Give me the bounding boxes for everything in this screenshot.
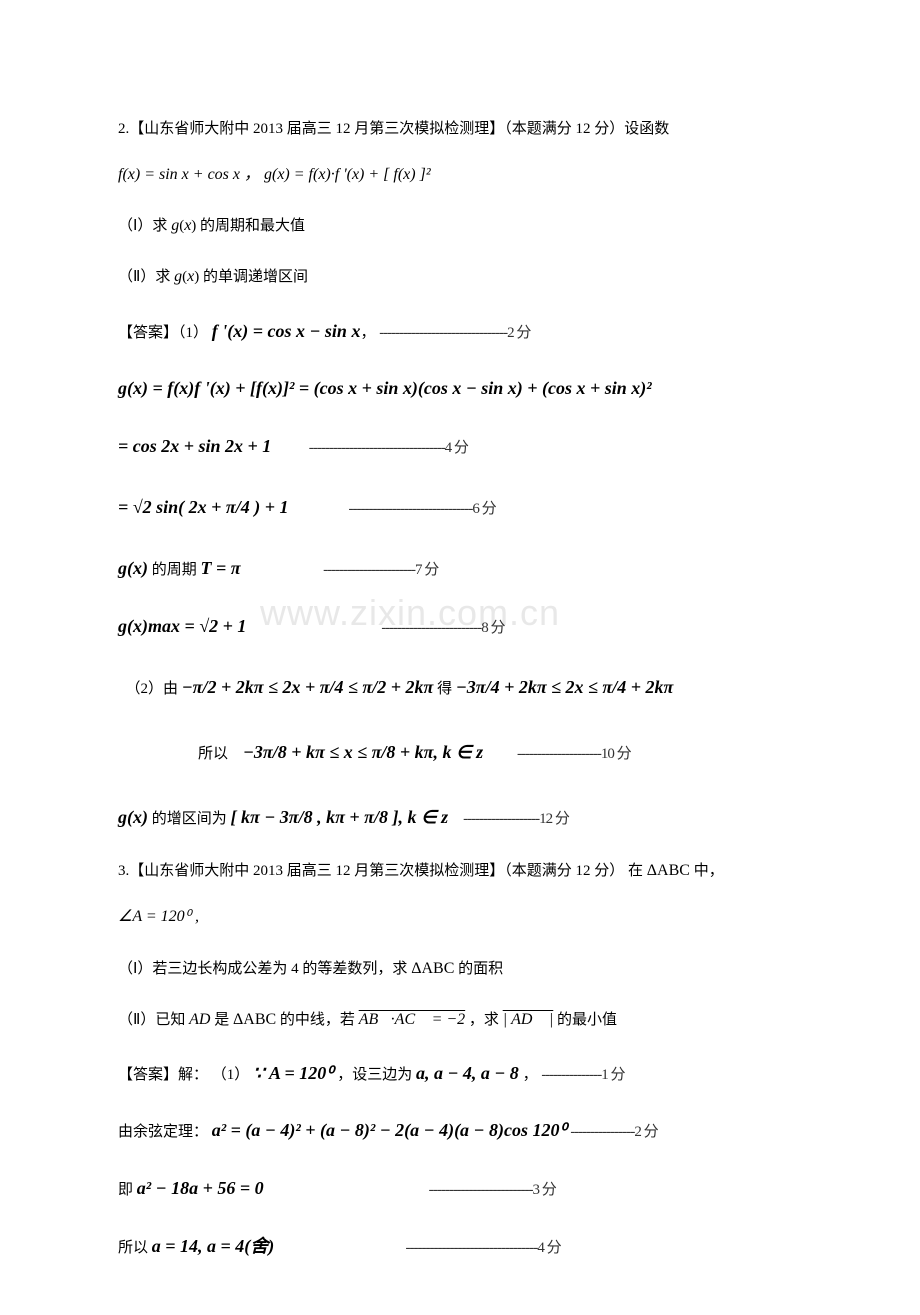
p3-q1-a: （Ⅰ）若三边长构成公差为 4 的等差数列，求 <box>118 961 411 977</box>
q2-text: （Ⅱ）求 g(x) 的单调递增区间 <box>118 269 308 285</box>
p3-sides: a, a − 4, a − 8 <box>416 1063 519 1083</box>
p3-cos-label: 由余弦定理： <box>118 1124 208 1140</box>
p3-cos-eq: a² = (a − 4)² + (a − 8)² − 2(a − 4)(a − … <box>212 1120 567 1140</box>
p2-a2-line: （2）由 −π/2 + 2kπ ≤ 2x + π/4 ≤ π/2 + 2kπ 得… <box>118 655 810 720</box>
p3-q2-b: 是 <box>210 1012 233 1028</box>
p3-q1-b: 的面积 <box>454 961 503 977</box>
p3-ans-label: 【答案】解： <box>118 1067 208 1083</box>
p2-gx-expand: g(x) = f(x)f '(x) + [f(x)]² = (cos x + s… <box>118 360 810 418</box>
p3-q2-c: 的中线，若 <box>276 1012 359 1028</box>
gx-expand-math: g(x) = f(x)f '(x) + [f(x)]² = (cos x + s… <box>118 378 652 398</box>
a1-prefix: （1） <box>178 325 208 341</box>
fprime-eq: f '(x) = cos x − sin x <box>212 321 361 341</box>
p3-d3: --------------------------3 分 <box>429 1182 556 1198</box>
p3-suoyi: 所以 <box>118 1240 152 1256</box>
p3-roots: a = 14, a = 4(舍) <box>152 1236 275 1256</box>
p3-q2-e: 的最小值 <box>553 1012 617 1028</box>
p3-because: ∵ A = 120⁰ <box>253 1063 333 1083</box>
period-eq: T = π <box>201 558 241 578</box>
ans-label: 【答案】 <box>118 325 178 341</box>
inc-interval: [ kπ − 3π/8 , kπ + π/8 ], k ∈ z <box>231 807 449 827</box>
a2-prefix: （2）由 <box>126 681 182 697</box>
p3-q2: （Ⅱ）已知 AD 是 ΔABC 的中线，若 AB⃗·AC⃗ = −2 ，求 | … <box>118 994 810 1045</box>
score-dashes-8: -------------------------8 分 <box>381 620 504 636</box>
p2-gx-simplify: = cos 2x + sin 2x + 1 ------------------… <box>118 418 810 476</box>
q1-text: （Ⅰ）求 g(x) 的周期和最大值 <box>118 218 305 234</box>
p2-period: g(x) 的周期 T = π -----------------------7 … <box>118 540 810 598</box>
func-def-math: f(x) = sin x + cos x ， g(x) = f(x)·f '(x… <box>118 166 431 183</box>
score-dashes-12: -------------------12 分 <box>463 811 569 827</box>
a2-ineq2: −3π/4 + 2kπ ≤ 2x ≤ π/4 + 2kπ <box>456 677 674 697</box>
inc-label: 的增区间为 <box>152 811 231 827</box>
score-dashes-2: --------------------------------2 分 <box>379 325 530 341</box>
p2-header: 2.【山东省师大附中 2013 届高三 12 月第三次模拟检测理】（本题满分 1… <box>118 110 810 149</box>
p3-roots-line: 所以 a = 14, a = 4(舍) --------------------… <box>118 1218 810 1276</box>
score-dashes-4: ----------------------------------4 分 <box>309 440 468 456</box>
p3-a1-mid: ，设三边为 <box>337 1067 416 1083</box>
p2-inc-line: g(x) 的增区间为 [ kπ − 3π/8 , kπ + π/8 ], k ∈… <box>118 785 810 850</box>
score-dashes-6: -------------------------------6 分 <box>348 501 495 517</box>
p2-func-def: f(x) = sin x + cos x ， g(x) = f(x)·f '(x… <box>118 149 810 200</box>
p3-cos-line: 由余弦定理： a² = (a − 4)² + (a − 8)² − 2(a − … <box>118 1102 810 1160</box>
p2-ans-line1: 【答案】（1） f '(x) = cos x − sin x， --------… <box>118 303 810 361</box>
p3-q2-a: （Ⅱ）已知 <box>118 1012 189 1028</box>
p3-q1: （Ⅰ）若三边长构成公差为 4 的等差数列，求 ΔABC 的面积 <box>118 943 810 994</box>
p2-gx-sqrt: = √2 sin( 2x + π/4 ) + 1 ---------------… <box>118 475 810 540</box>
p3-d2: ----------------2 分 <box>570 1124 657 1140</box>
p2-so-line: 所以 −3π/8 + kπ ≤ x ≤ π/8 + kπ, k ∈ z ----… <box>118 720 810 785</box>
p2-q2: （Ⅱ）求 g(x) 的单调递增区间 <box>118 251 810 302</box>
gx-simplify-math: = cos 2x + sin 2x + 1 <box>118 436 271 456</box>
p3-ans-line1: 【答案】解： （1） ∵ A = 120⁰ ，设三边为 a, a − 4, a … <box>118 1045 810 1103</box>
score-dashes-10: ---------------------10 分 <box>517 746 631 762</box>
gx-sqrt-math: = √2 sin( 2x + π/4 ) + 1 <box>118 497 288 517</box>
p3-q2-advec: | AD⃗ | <box>503 1011 554 1028</box>
p3-quad-line: 即 a² − 18a + 56 = 0 --------------------… <box>118 1160 810 1218</box>
p3-header-text2: 中， <box>690 863 724 879</box>
p3-q2-ad: AD <box>189 1011 210 1028</box>
p3-quad: a² − 18a + 56 = 0 <box>137 1178 264 1198</box>
angle-A: ∠A = 120⁰ , <box>118 908 199 925</box>
gmax-math: g(x)max = √2 + 1 <box>118 616 246 636</box>
period-label: 的周期 <box>152 562 201 578</box>
p3-q2-tri: ΔABC <box>233 1011 276 1028</box>
document-content: 2.【山东省师大附中 2013 届高三 12 月第三次模拟检测理】（本题满分 1… <box>118 110 810 1275</box>
a2-ineq1: −π/2 + 2kπ ≤ 2x + π/4 ≤ π/2 + 2kπ <box>182 677 434 697</box>
so-ineq: −3π/8 + kπ ≤ x ≤ π/8 + kπ, k ∈ z <box>243 742 483 762</box>
p3-header-text1: 3.【山东省师大附中 2013 届高三 12 月第三次模拟检测理】（本题满分 1… <box>118 863 647 879</box>
p3-angle: ∠A = 120⁰ , <box>118 891 810 942</box>
comma: ， <box>360 325 375 341</box>
p3-q2-vec: AB⃗·AC⃗ = −2 <box>359 1011 465 1028</box>
p2-q1: （Ⅰ）求 g(x) 的周期和最大值 <box>118 200 810 251</box>
p3-q1-tri: ΔABC <box>411 960 454 977</box>
a2-mid: 得 <box>437 681 456 697</box>
p2-gmax: g(x)max = √2 + 1 -----------------------… <box>118 598 810 656</box>
p3-tri: ΔABC <box>647 862 690 879</box>
p3-q2-d: ，求 <box>465 1012 503 1028</box>
score-dashes-7: -----------------------7 分 <box>323 562 438 578</box>
so-label: 所以 <box>198 746 228 762</box>
p3-d1: ---------------1 分 <box>541 1067 624 1083</box>
inc-gx: g(x) <box>118 807 148 827</box>
p3-a1-comma: ， <box>523 1067 538 1083</box>
p3-d4: ---------------------------------4 分 <box>406 1240 561 1256</box>
p3-header: 3.【山东省师大附中 2013 届高三 12 月第三次模拟检测理】（本题满分 1… <box>118 850 810 892</box>
period-gx: g(x) <box>118 558 148 578</box>
p3-ji: 即 <box>118 1182 137 1198</box>
p3-a1-prefix: （1） <box>212 1067 250 1083</box>
